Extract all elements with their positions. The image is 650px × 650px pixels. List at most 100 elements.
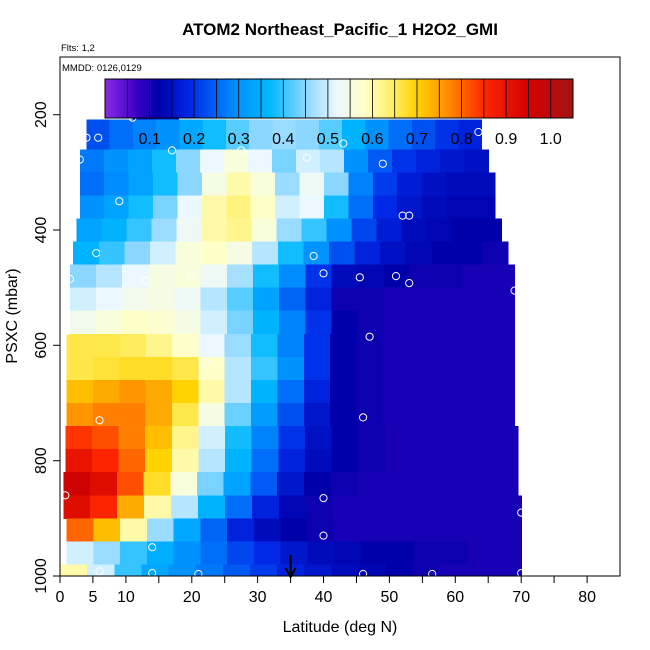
heatmap-cell [132, 119, 157, 150]
colorbar-segment [213, 79, 217, 118]
heatmap-cell [249, 564, 278, 577]
heatmap-cell [271, 149, 297, 173]
colorbar-segment [555, 79, 559, 118]
colorbar-segment [374, 79, 378, 118]
colorbar-segment [268, 79, 273, 118]
heatmap-cell [494, 495, 522, 519]
colorbar-segment [397, 79, 401, 118]
heatmap-cell [482, 241, 509, 266]
colorbar-segment [385, 79, 390, 118]
heatmap-cell [384, 472, 412, 496]
colorbar-segment [400, 79, 404, 118]
heatmap-cell [436, 264, 463, 289]
y-axis-label: PSXC (mbar) [4, 268, 21, 363]
heatmap-cell [356, 333, 384, 358]
heatmap-cell [437, 472, 465, 496]
heatmap-cell [438, 426, 466, 450]
colorbar-segment [540, 79, 545, 118]
colorbar-segment [461, 79, 466, 118]
heatmap-cell [440, 541, 469, 566]
heatmap-cell [376, 218, 403, 243]
heatmap-cell [92, 356, 120, 381]
heatmap-cell [410, 472, 439, 496]
colorbar-segment [201, 79, 205, 118]
heatmap-cell [92, 379, 120, 404]
colorbar-segment [186, 79, 191, 118]
heatmap-cell [251, 379, 279, 404]
heatmap-cell [195, 564, 224, 577]
colorbar [104, 78, 574, 119]
colorbar-frame [104, 78, 574, 119]
heatmap-cell [253, 518, 282, 542]
heatmap-cell [412, 564, 441, 577]
heatmap-cell [226, 241, 253, 266]
heatmap-cell [344, 149, 369, 173]
heatmap-cell [224, 403, 252, 427]
heatmap-cell [358, 449, 386, 473]
heatmap-cell [414, 518, 442, 542]
sample-point [92, 249, 101, 258]
heatmap-cell [173, 541, 201, 566]
colorbar-segment [222, 79, 226, 118]
heatmap-cell [144, 495, 172, 519]
heatmap-cell [198, 333, 226, 358]
heatmap-cell [440, 149, 465, 173]
colorbar-segment [140, 79, 144, 118]
heatmap-cell [227, 541, 255, 566]
heatmap-cell [333, 541, 362, 566]
heatmap-cell [323, 172, 349, 196]
heatmap-cell [462, 264, 490, 289]
sample-point [319, 494, 328, 503]
heatmap-cell [120, 518, 148, 542]
heatmap-cell [356, 379, 384, 404]
colorbar-segment [324, 79, 328, 118]
heatmap-cell [253, 287, 280, 312]
colorbar-segment [183, 79, 188, 118]
heatmap-cell [326, 218, 353, 243]
heatmap-cell [114, 564, 142, 577]
heatmap-cell [93, 518, 121, 542]
colorbar-segment [131, 79, 135, 118]
colorbar-segment [119, 79, 124, 118]
heatmap-cell [198, 449, 226, 473]
sample-point [517, 508, 526, 517]
heatmap-cell [299, 172, 325, 196]
colorbar-segment [391, 79, 396, 118]
sample-point [167, 146, 177, 155]
heatmap-cell [119, 333, 147, 358]
heatmap-cell [331, 310, 359, 335]
colorbar-segment [382, 79, 387, 118]
x-tick-label: 70 [512, 589, 530, 606]
heatmap-cell [494, 518, 522, 542]
colorbar-segment [195, 79, 200, 118]
heatmap-cell [303, 356, 331, 381]
heatmap-cell [414, 541, 442, 566]
colorbar-segment [248, 79, 252, 118]
heatmap-cell [175, 149, 201, 173]
heatmap-cell [409, 310, 437, 335]
heatmap-cell [421, 172, 447, 196]
heatmap-cell [464, 449, 492, 473]
x-tick-label: 20 [183, 589, 201, 606]
heatmap-cell [365, 119, 390, 150]
heatmap-cell [461, 403, 489, 427]
heatmap-cell [200, 310, 228, 335]
colorbar-tick-label: 0.7 [406, 131, 428, 148]
colorbar-segment [122, 79, 126, 118]
heatmap-cell [127, 149, 153, 173]
colorbar-segment [453, 79, 457, 118]
colorbar-tick-label: 0.6 [361, 131, 383, 148]
colorbar-segment [280, 79, 284, 118]
sample-point [200, 358, 209, 367]
heatmap-cell [461, 356, 489, 381]
colorbar-segment [561, 79, 565, 118]
heatmap-cell [462, 310, 490, 335]
colorbar-segment [552, 79, 556, 118]
heatmap-cell [145, 426, 173, 450]
heatmap-cell [421, 195, 447, 220]
heatmap-cell [79, 149, 105, 173]
heatmap-cell [272, 119, 297, 150]
colorbar-segment [438, 79, 442, 118]
heatmap-cell [426, 218, 453, 243]
colorbar-segment [178, 79, 182, 118]
